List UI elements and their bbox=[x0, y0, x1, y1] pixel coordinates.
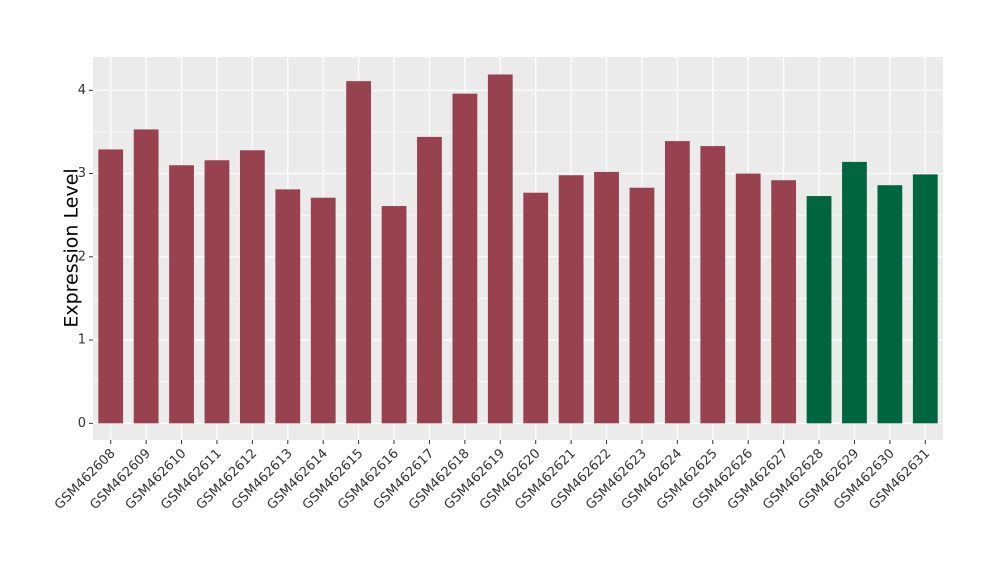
bar bbox=[98, 149, 124, 424]
bar bbox=[594, 171, 619, 424]
bar bbox=[204, 160, 230, 424]
bar bbox=[842, 161, 867, 424]
x-tick-label: GSM462608 bbox=[52, 446, 119, 513]
bar bbox=[133, 129, 159, 424]
y-axis-title: Expression Level bbox=[61, 168, 83, 327]
bar bbox=[629, 187, 655, 424]
bar bbox=[417, 136, 442, 424]
bar bbox=[771, 180, 797, 424]
y-tick-label: 0 bbox=[78, 416, 86, 431]
bar bbox=[487, 74, 513, 424]
bar bbox=[912, 174, 938, 424]
plot-panel bbox=[93, 57, 943, 440]
bar bbox=[700, 146, 726, 424]
bar bbox=[558, 175, 584, 424]
bar bbox=[346, 81, 372, 424]
y-tick-label: 2 bbox=[78, 249, 86, 264]
bar bbox=[806, 196, 832, 424]
y-tick-label: 1 bbox=[78, 333, 86, 348]
bar bbox=[169, 165, 194, 424]
bar bbox=[735, 173, 761, 424]
y-tick-label: 4 bbox=[78, 83, 86, 98]
y-tick-label: 3 bbox=[78, 166, 86, 181]
bar bbox=[452, 93, 478, 424]
bar bbox=[877, 185, 903, 424]
bar bbox=[664, 141, 690, 424]
bar bbox=[381, 206, 407, 424]
bar bbox=[275, 189, 301, 424]
bar bbox=[310, 197, 336, 424]
bar bbox=[239, 150, 265, 424]
bar bbox=[523, 192, 549, 424]
